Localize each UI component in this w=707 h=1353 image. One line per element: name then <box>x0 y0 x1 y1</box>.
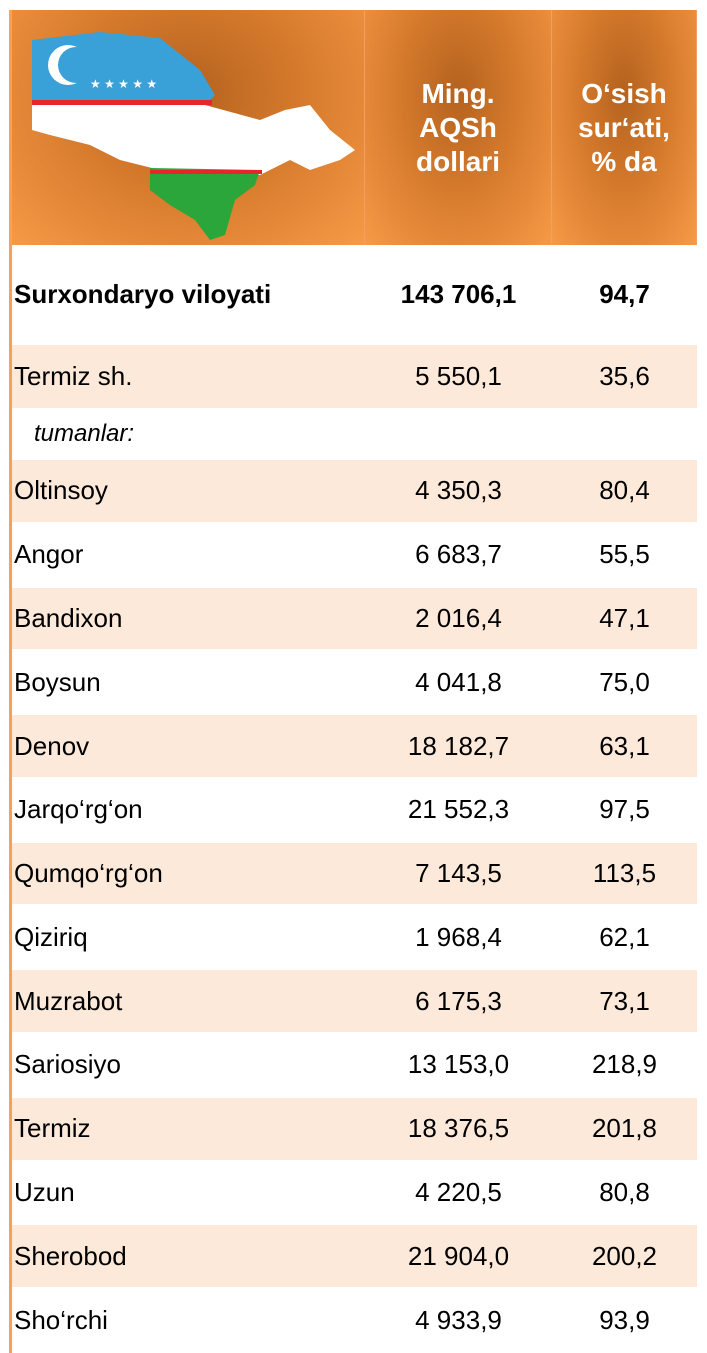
table-cell: Sherobod <box>14 1240 127 1271</box>
table-cell: 35,6 <box>599 361 650 391</box>
table-row: Bandixon 2 016,4 47,1 <box>10 587 697 652</box>
table-cell: 143 706,1 <box>400 278 517 309</box>
table-cell: Uzun <box>14 1177 75 1208</box>
table-cell: 7 143,5 <box>415 858 502 889</box>
table-cell: 63,1 <box>599 730 650 761</box>
header-line: dollari <box>415 145 500 177</box>
table-cell: 55,5 <box>599 539 650 570</box>
header-line: AQSh <box>419 111 497 143</box>
table-cell: Surxondaryo viloyati <box>14 278 272 309</box>
table-cell: 1 968,4 <box>415 921 502 952</box>
table-cell: 97,5 <box>599 794 650 825</box>
table-cell: 80,8 <box>599 1177 650 1208</box>
table-cell: Jarqo‘rg‘on <box>14 794 143 825</box>
table-cell: 18 376,5 <box>407 1113 510 1144</box>
table-row: Termiz sh. 5 550,1 35,6 <box>10 345 697 410</box>
table-row: Qiziriq 1 968,4 62,1 <box>10 906 697 971</box>
table-cell: 4 220,5 <box>415 1177 502 1208</box>
table-row: Muzrabot 6 175,3 73,1 <box>10 970 697 1035</box>
table-row: Boysun 4 041,8 75,0 <box>10 651 697 716</box>
table-cell: 13 153,0 <box>407 1049 510 1080</box>
table-cell: 5 550,1 <box>415 361 502 391</box>
table-row: Uzun 4 220,5 80,8 <box>10 1161 697 1226</box>
header-line: Ming. <box>421 77 495 109</box>
subheading: tumanlar: <box>34 420 135 447</box>
header-text: Ming. AQSh dollari <box>365 10 551 245</box>
header-line: O‘sish <box>581 77 667 109</box>
table-cell: 62,1 <box>599 921 650 952</box>
table-cell: 80,4 <box>599 475 650 506</box>
table-cell: 73,1 <box>599 985 650 1016</box>
table-cell: Denov <box>14 730 90 761</box>
table-cell: 94,7 <box>599 278 650 309</box>
table-cell: Bandixon <box>14 602 123 633</box>
header-cell: O‘sish sur‘ati,% da <box>552 10 697 245</box>
table-row: Sariosiyo 13 153,0 218,9 <box>10 1034 697 1098</box>
table-cell: 4 933,9 <box>415 1304 502 1335</box>
table-cell: 47,1 <box>599 602 650 633</box>
table-row: Termiz 18 376,5 201,8 <box>10 1097 697 1162</box>
table-row: Sherobod 21 904,0 200,2 <box>10 1225 697 1290</box>
table-cell: Sho‘rchi <box>14 1304 108 1335</box>
table-cell: 93,9 <box>599 1304 650 1335</box>
table-cell: 75,0 <box>599 666 650 697</box>
table-cell: Qumqo‘rg‘on <box>14 858 163 889</box>
table-cell: Sariosiyo <box>14 1049 121 1080</box>
table-cell: Angor <box>14 539 84 570</box>
table-row: Denov 18 182,7 63,1 <box>10 715 697 779</box>
table-cell: 21 904,0 <box>407 1240 510 1271</box>
header-line: sur‘ati, <box>578 111 670 143</box>
table-cell: 4 350,3 <box>415 475 502 506</box>
table-cell: 4 041,8 <box>415 666 502 697</box>
table-cell: Oltinsoy <box>14 475 108 506</box>
table-cell: 113,5 <box>592 858 657 889</box>
table-row: Qumqo‘rg‘on 7 143,5 113,5 <box>10 842 697 907</box>
table-cell: Qiziriq <box>14 921 88 952</box>
table-row: Angor 6 683,7 55,5 <box>10 523 697 588</box>
subheading-row: tumanlar: <box>10 410 697 460</box>
table-cell: Termiz sh. <box>14 361 133 391</box>
table-cell: Termiz <box>14 1113 91 1144</box>
map: ★ ★ ★ ★ ★ <box>32 32 355 240</box>
header-map-cell: ★ ★ ★ ★ ★ <box>10 10 365 245</box>
table-cell: Muzrabot <box>14 985 123 1016</box>
table-cell: 18 182,7 <box>407 730 510 761</box>
table-cell: 201,8 <box>591 1113 658 1144</box>
table-cell: 21 552,3 <box>407 794 510 825</box>
table-cell: 6 175,3 <box>415 985 502 1016</box>
table-row: Oltinsoy 4 350,3 80,4 <box>10 460 697 524</box>
header-cell: Ming. AQSh dollari <box>365 10 552 245</box>
header-line: % da <box>591 145 657 177</box>
table-cell: Boysun <box>14 666 101 697</box>
table-row: Sho‘rchi 4 933,9 93,9 <box>10 1289 697 1353</box>
table-cell: 6 683,7 <box>415 539 502 570</box>
table-cell: 218,9 <box>591 1049 658 1080</box>
table-border <box>9 10 12 1353</box>
header-text: O‘sish sur‘ati,% da <box>552 10 696 245</box>
table-row: Jarqo‘rg‘on 21 552,3 97,5 <box>10 778 697 843</box>
table-cell: 200,2 <box>591 1240 658 1271</box>
svg-text:★ ★ ★ ★ ★: ★ ★ ★ ★ ★ <box>90 77 157 91</box>
table-row: Surxondaryo viloyati 143 706,1 94,7 <box>10 245 697 345</box>
table-cell: 2 016,4 <box>415 602 502 633</box>
